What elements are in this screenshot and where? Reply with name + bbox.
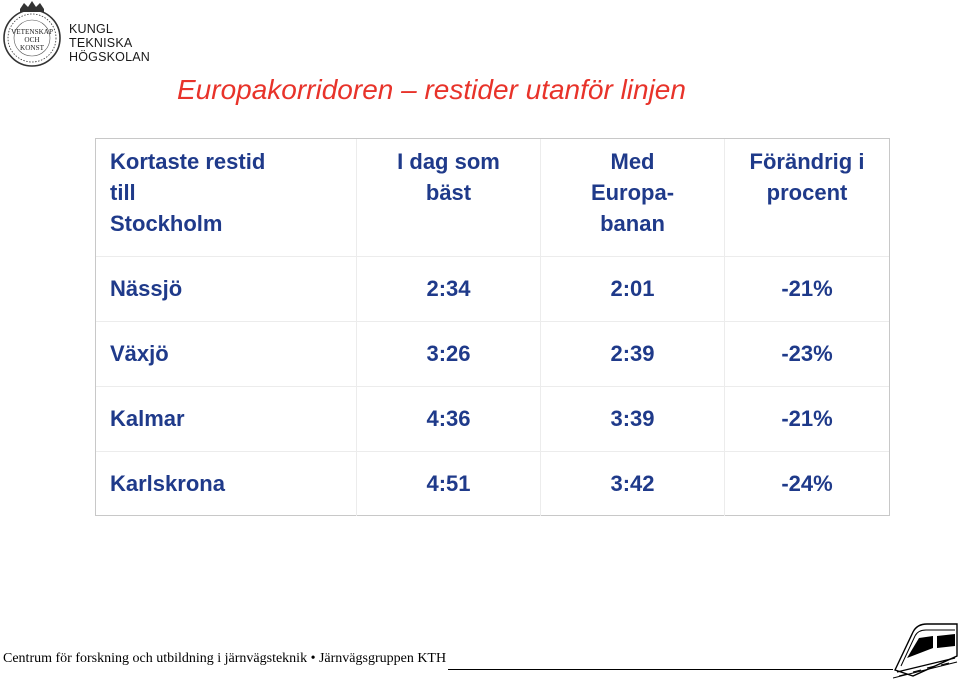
header-change-percent: Förändrig i procent (724, 139, 889, 256)
cell-change: -23% (724, 320, 889, 386)
cell-europabanan: 3:39 (540, 385, 725, 451)
train-icon (893, 623, 958, 679)
kth-logo: VETENSKAP OCH KONST KUNGL TEKNISKA HÖGSK… (2, 0, 150, 72)
cell-today: 2:34 (356, 255, 541, 321)
table-row: Växjö 3:26 2:39 -23% (96, 320, 889, 386)
header-today: I dag som bäst (356, 139, 541, 256)
seal-text-2: OCH (24, 36, 39, 44)
footer-divider (448, 669, 893, 670)
seal-text-1: VETENSKAP (11, 28, 53, 36)
cell-today: 4:36 (356, 385, 541, 451)
footer-text: Centrum för forskning och utbildning i j… (3, 651, 447, 666)
travel-time-table: Kortaste restid till Stockholm I dag som… (95, 138, 890, 516)
seal-text-3: KONST (20, 44, 45, 52)
wordmark-line-3: HÖGSKOLAN (69, 50, 150, 64)
header-europabanan: Med Europa- banan (540, 139, 725, 256)
table-row: Nässjö 2:34 2:01 -21% (96, 255, 889, 321)
cell-change: -24% (724, 450, 889, 516)
cell-today: 4:51 (356, 450, 541, 516)
cell-europabanan: 2:01 (540, 255, 725, 321)
wordmark-line-1: KUNGL (69, 22, 114, 36)
slide-title: Europakorridoren – restider utanför linj… (177, 74, 686, 105)
wordmark-line-2: TEKNISKA (69, 36, 133, 50)
header-destination: Kortaste restid till Stockholm (110, 149, 266, 236)
cell-destination: Växjö (96, 320, 357, 386)
kth-seal-icon: VETENSKAP OCH KONST (3, 1, 61, 67)
cell-destination: Karlskrona (96, 450, 357, 516)
table-row: Karlskrona 4:51 3:42 -24% (96, 450, 889, 516)
cell-europabanan: 3:42 (540, 450, 725, 516)
table-row: Kalmar 4:36 3:39 -21% (96, 385, 889, 451)
cell-change: -21% (724, 255, 889, 321)
cell-europabanan: 2:39 (540, 320, 725, 386)
kth-wordmark: KUNGL TEKNISKA HÖGSKOLAN (69, 22, 150, 64)
cell-destination: Kalmar (96, 385, 357, 451)
cell-today: 3:26 (356, 320, 541, 386)
table-header-row: Kortaste restid till Stockholm I dag som… (96, 139, 889, 256)
cell-destination: Nässjö (96, 255, 357, 321)
cell-change: -21% (724, 385, 889, 451)
